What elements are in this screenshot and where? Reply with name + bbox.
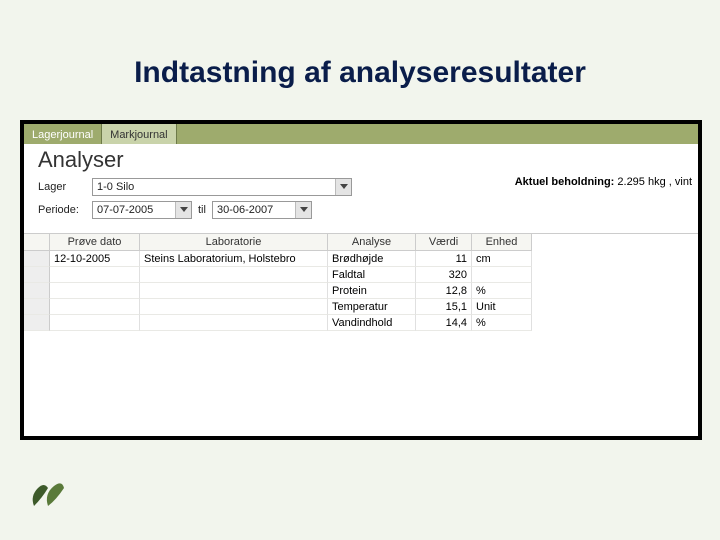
grid-header-cell: Prøve dato — [50, 234, 140, 251]
section-heading: Analyser — [24, 144, 698, 175]
grid-header-cell: Laboratorie — [140, 234, 328, 251]
tab-lagerjournal[interactable]: Lagerjournal — [24, 124, 102, 144]
table-cell: 11 — [416, 251, 472, 267]
table-cell: Faldtal — [328, 267, 416, 283]
table-cell — [50, 267, 140, 283]
tab-bar: Lagerjournal Markjournal — [24, 124, 698, 144]
period-from-value: 07-07-2005 — [97, 204, 153, 216]
table-cell — [24, 283, 50, 299]
table-cell: Temperatur — [328, 299, 416, 315]
period-to-value: 30-06-2007 — [217, 204, 273, 216]
table-cell — [24, 267, 50, 283]
table-row[interactable]: Vandindhold14,4% — [24, 315, 698, 331]
table-cell — [472, 267, 532, 283]
table-cell: % — [472, 315, 532, 331]
page-title: Indtastning af analyseresultater — [0, 0, 720, 104]
grid-header-row: Prøve dato Laboratorie Analyse Værdi Enh… — [24, 234, 698, 251]
lager-value: 1-0 Silo — [97, 181, 134, 193]
period-from-dropdown[interactable]: 07-07-2005 — [92, 201, 192, 219]
periode-label: Periode: — [38, 204, 92, 216]
table-cell — [140, 283, 328, 299]
table-cell: 12,8 — [416, 283, 472, 299]
table-cell: Vandindhold — [328, 315, 416, 331]
lager-dropdown[interactable]: 1-0 Silo — [92, 178, 352, 196]
app-window: Lagerjournal Markjournal Analyser Aktuel… — [20, 120, 702, 440]
table-row[interactable]: 12-10-2005Steins Laboratorium, Holstebro… — [24, 251, 698, 267]
table-cell: 15,1 — [416, 299, 472, 315]
table-cell — [50, 283, 140, 299]
period-to-dropdown[interactable]: 30-06-2007 — [212, 201, 312, 219]
chevron-down-icon — [175, 202, 191, 218]
til-label: til — [198, 204, 206, 216]
stock-value: 2.295 hkg , vint — [617, 176, 692, 188]
table-cell: 12-10-2005 — [50, 251, 140, 267]
grid-header-cell: Analyse — [328, 234, 416, 251]
chevron-down-icon — [295, 202, 311, 218]
grid-header-cell — [24, 234, 50, 251]
table-cell: 320 — [416, 267, 472, 283]
table-cell — [140, 315, 328, 331]
table-row[interactable]: Temperatur15,1Unit — [24, 299, 698, 315]
chevron-down-icon — [335, 179, 351, 195]
table-cell: 14,4 — [416, 315, 472, 331]
table-cell — [50, 315, 140, 331]
table-cell: Unit — [472, 299, 532, 315]
tab-label: Markjournal — [110, 129, 167, 141]
stock-label: Aktuel beholdning: — [515, 176, 615, 188]
table-cell: % — [472, 283, 532, 299]
table-cell — [140, 299, 328, 315]
table-cell: Brødhøjde — [328, 251, 416, 267]
table-cell — [24, 315, 50, 331]
grid-header-cell: Værdi — [416, 234, 472, 251]
tab-label: Lagerjournal — [32, 129, 93, 141]
table-cell: cm — [472, 251, 532, 267]
tab-markjournal[interactable]: Markjournal — [102, 124, 176, 144]
leaf-logo-icon — [28, 476, 74, 510]
table-cell — [140, 267, 328, 283]
table-cell — [24, 299, 50, 315]
table-row[interactable]: Protein12,8% — [24, 283, 698, 299]
grid-header-cell: Enhed — [472, 234, 532, 251]
table-cell: Protein — [328, 283, 416, 299]
stock-status: Aktuel beholdning: 2.295 hkg , vint — [515, 176, 692, 188]
results-grid: Prøve dato Laboratorie Analyse Værdi Enh… — [24, 233, 698, 331]
table-cell: Steins Laboratorium, Holstebro — [140, 251, 328, 267]
lager-label: Lager — [38, 181, 92, 193]
table-cell — [50, 299, 140, 315]
table-row[interactable]: Faldtal320 — [24, 267, 698, 283]
table-cell — [24, 251, 50, 267]
